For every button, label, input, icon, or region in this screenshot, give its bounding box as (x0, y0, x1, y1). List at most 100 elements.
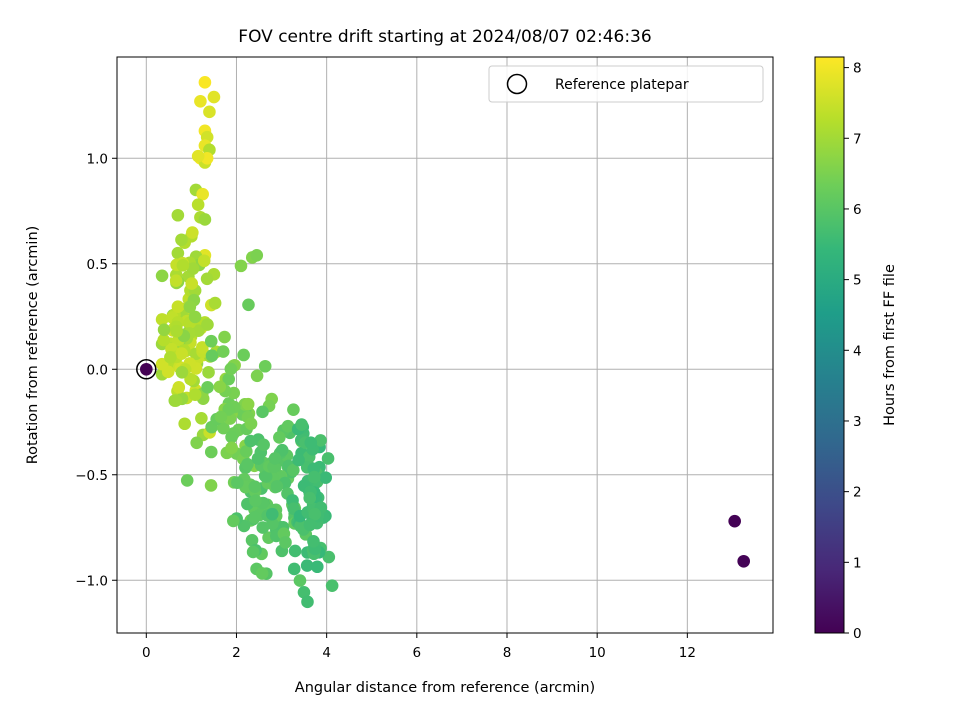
data-point (307, 535, 320, 548)
data-point (191, 198, 205, 211)
data-point (157, 323, 171, 337)
data-point (155, 269, 169, 283)
data-point (292, 453, 305, 467)
data-point (308, 507, 322, 521)
x-ticks: 0 2 4 6 8 10 12 (142, 633, 696, 661)
y-tick-label: 1.0 (87, 151, 108, 167)
y-axis-label: Rotation from reference (arcmin) (25, 226, 41, 465)
x-tick-label: 0 (142, 645, 151, 661)
x-tick-label: 6 (413, 645, 422, 661)
data-point (273, 431, 286, 444)
colorbar-ticks: 0 1 2 3 4 5 6 7 8 (844, 61, 862, 642)
data-point (195, 341, 209, 354)
scatter-points (140, 76, 750, 609)
data-point (190, 436, 203, 450)
data-point (175, 365, 189, 379)
data-point (250, 249, 264, 262)
data-point (314, 434, 327, 447)
data-point (155, 313, 169, 326)
data-point (304, 436, 318, 449)
data-point (241, 457, 254, 471)
colorbar-tick-label: 6 (853, 202, 862, 218)
data-point (279, 536, 292, 549)
data-point (202, 366, 215, 379)
colorbar-tick-label: 0 (853, 626, 862, 642)
y-tick-label: −1.0 (75, 573, 108, 589)
data-point (270, 480, 284, 493)
data-point (170, 324, 183, 338)
reference-platepar-marker (136, 359, 157, 380)
colorbar-tick-label: 7 (853, 131, 862, 147)
colorbar-tick-label: 5 (853, 273, 862, 289)
legend-box (488, 65, 764, 103)
data-point (214, 410, 228, 424)
y-tick-label: 0.0 (87, 362, 108, 378)
grid (117, 57, 773, 633)
data-point (201, 318, 214, 331)
data-point (256, 521, 270, 534)
x-tick-label: 12 (679, 645, 696, 661)
legend: Reference platepar (488, 65, 764, 103)
data-point (303, 518, 317, 532)
data-point (205, 349, 219, 363)
data-point (169, 274, 183, 287)
data-point (204, 479, 218, 492)
data-point (218, 330, 231, 344)
data-point (225, 441, 238, 455)
y-tick-label: 0.5 (87, 257, 108, 273)
data-point (259, 470, 273, 483)
data-point (322, 550, 336, 564)
data-point (201, 381, 214, 394)
data-point (248, 480, 262, 493)
data-point (300, 559, 314, 572)
data-point (180, 474, 194, 487)
data-point (258, 359, 272, 373)
data-point (198, 213, 212, 226)
data-point (176, 259, 190, 272)
colorbar-tick-label: 1 (853, 555, 862, 571)
data-point (222, 403, 235, 416)
data-point (196, 187, 209, 201)
data-point (307, 470, 321, 484)
data-point (155, 357, 169, 371)
data-point (194, 95, 207, 108)
data-point (197, 254, 211, 268)
data-point (224, 362, 238, 376)
data-point (287, 562, 301, 576)
data-point (204, 445, 218, 459)
data-point (198, 76, 212, 89)
data-point (281, 419, 295, 433)
data-point (217, 421, 230, 435)
x-axis-label: Angular distance from reference (arcmin) (295, 680, 595, 696)
data-point (225, 430, 238, 444)
data-point (234, 259, 248, 273)
data-point (287, 463, 300, 477)
data-point (164, 351, 177, 364)
data-point (257, 438, 270, 452)
data-point (188, 310, 202, 324)
data-point (200, 272, 214, 286)
data-point (172, 381, 186, 394)
legend-entry-reference: Reference platepar (555, 77, 689, 93)
data-point (245, 533, 259, 547)
data-point (157, 333, 171, 347)
reference-marker (136, 359, 157, 380)
data-point (169, 394, 183, 407)
data-point (310, 560, 324, 574)
data-point (295, 418, 308, 431)
data-point (188, 388, 202, 401)
colorbar-tick-label: 2 (853, 485, 862, 501)
data-point (737, 554, 750, 568)
data-point (186, 226, 199, 239)
data-point (288, 544, 302, 558)
data-point (275, 443, 289, 457)
data-point (178, 417, 192, 431)
data-point (227, 514, 240, 528)
data-point (249, 494, 262, 508)
data-point (287, 403, 300, 416)
data-point (185, 277, 199, 290)
colorbar: 0 1 2 3 4 5 6 7 8 Hours from first FF file (814, 56, 898, 642)
data-point (195, 411, 208, 425)
data-point (213, 380, 227, 394)
